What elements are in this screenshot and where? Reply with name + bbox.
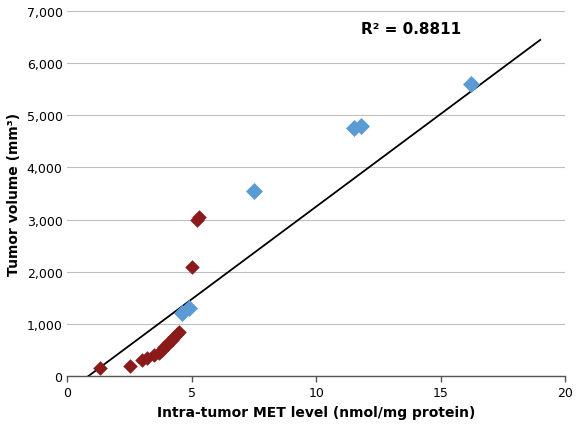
Point — [249, 188, 259, 195]
Point — [356, 123, 365, 130]
Point — [184, 305, 194, 312]
Point — [165, 339, 174, 346]
Point — [177, 311, 187, 317]
Point — [195, 214, 204, 221]
Point — [175, 328, 184, 335]
Point — [162, 342, 172, 348]
Y-axis label: Tumor volume (mm³): Tumor volume (mm³) — [7, 113, 21, 276]
Point — [466, 81, 475, 88]
Point — [150, 352, 159, 359]
Point — [187, 264, 197, 271]
Point — [142, 354, 151, 361]
Point — [349, 126, 358, 132]
Point — [167, 337, 176, 343]
Point — [170, 334, 179, 340]
Point — [157, 347, 166, 354]
Point — [95, 365, 104, 372]
Point — [137, 357, 147, 364]
Point — [172, 331, 182, 338]
Point — [155, 349, 164, 356]
Text: R² = 0.8811: R² = 0.8811 — [361, 22, 461, 37]
Point — [125, 363, 134, 369]
Point — [160, 344, 169, 351]
X-axis label: Intra-tumor MET level (nmol/mg protein): Intra-tumor MET level (nmol/mg protein) — [157, 405, 476, 419]
Point — [192, 217, 201, 224]
